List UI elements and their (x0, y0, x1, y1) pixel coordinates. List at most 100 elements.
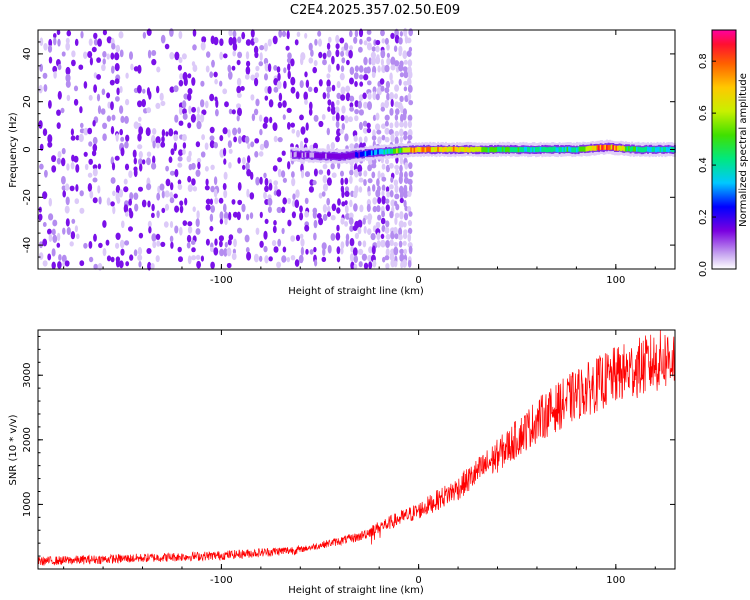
band-core (405, 147, 408, 153)
noise-blob (246, 169, 252, 177)
noise-blob (380, 106, 385, 112)
spectrogram-panel: -100 0 100 -40 -20 0 20 40 Height of straight l… (8, 27, 676, 297)
noise-blob (339, 72, 345, 81)
noise-blob (287, 219, 292, 227)
snr-x-tick-label: -100 (210, 575, 233, 586)
noise-blob (115, 258, 120, 268)
noise-blob (287, 161, 291, 170)
noise-blob (304, 71, 308, 78)
noise-blob (84, 163, 89, 171)
noise-blob (358, 28, 364, 38)
noise-blob (237, 157, 241, 164)
band-core (411, 147, 414, 153)
band-core (350, 152, 353, 158)
noise-blob (313, 114, 319, 122)
noise-blob (263, 116, 269, 124)
noise-blob (370, 233, 376, 241)
noise-blob (165, 178, 171, 187)
noise-blob (227, 239, 232, 246)
noise-blob (380, 29, 385, 37)
noise-blob (281, 170, 286, 178)
noise-blob (178, 57, 183, 64)
noise-blob (385, 198, 390, 204)
noise-blob (124, 163, 130, 171)
noise-blob (44, 169, 48, 178)
noise-blob (138, 232, 144, 239)
noise-blob (273, 190, 278, 196)
noise-blob (124, 240, 130, 246)
band-core (359, 151, 362, 157)
noise-blob (191, 77, 196, 86)
noise-blob (384, 87, 390, 94)
noise-blob (402, 50, 408, 60)
noise-blob (97, 38, 102, 47)
band-core (577, 146, 580, 152)
noise-blob (393, 226, 398, 235)
noise-blob (242, 164, 246, 170)
noise-blob (363, 179, 367, 186)
noise-blob (111, 114, 116, 121)
band-core (508, 147, 511, 153)
noise-blob (139, 163, 143, 172)
band-core (457, 147, 460, 153)
noise-blob (42, 222, 47, 227)
band-core (471, 147, 474, 153)
band-core (336, 153, 339, 159)
noise-blob (47, 45, 53, 53)
noise-blob (224, 217, 228, 226)
noise-blob (57, 151, 62, 158)
noise-blob (402, 111, 407, 121)
band-core (546, 147, 548, 153)
noise-blob (296, 31, 301, 37)
noise-blob (96, 74, 101, 80)
noise-blob (174, 169, 179, 178)
noise-blob (276, 66, 281, 73)
noise-blob (197, 161, 201, 170)
noise-blob (403, 130, 408, 137)
noise-blob (346, 59, 350, 66)
band-core (446, 147, 449, 153)
noise-blob (340, 241, 345, 250)
noise-blob (115, 44, 121, 53)
noise-blob (276, 261, 282, 268)
noise-blob (363, 226, 367, 234)
noise-blob (151, 233, 157, 242)
noise-blob (58, 254, 62, 261)
noise-blob (164, 203, 170, 211)
noise-blob (182, 113, 188, 120)
band-core (542, 146, 545, 152)
noise-blob (259, 211, 263, 219)
noise-blob (114, 78, 120, 85)
noise-blob (335, 34, 340, 44)
noise-blob (352, 247, 358, 257)
noise-blob (399, 191, 404, 199)
noise-blob (259, 240, 264, 248)
noise-blob (398, 175, 403, 185)
noise-blob (258, 61, 264, 67)
band-core (613, 145, 616, 151)
noise-blob (402, 66, 408, 72)
band-core (484, 147, 487, 153)
noise-blob (138, 151, 143, 159)
noise-blob (110, 201, 115, 207)
noise-blob (129, 254, 134, 261)
noise-blob (236, 103, 241, 109)
noise-blob (123, 186, 129, 193)
noise-blob (196, 120, 202, 130)
noise-blob (222, 88, 228, 95)
noise-blob (254, 151, 259, 158)
noise-blob (340, 86, 346, 95)
noise-blob (272, 122, 278, 131)
noise-blob (147, 261, 152, 271)
noise-blob (246, 60, 251, 67)
noise-blob (173, 142, 177, 152)
noise-blob (71, 218, 76, 224)
noise-blob (389, 72, 393, 81)
noise-blob (336, 99, 340, 106)
noise-blob (92, 164, 98, 170)
noise-blob (290, 76, 296, 86)
noise-blob (213, 142, 218, 149)
band-core (347, 152, 350, 158)
noise-blob (367, 191, 371, 197)
noise-blob (402, 259, 408, 268)
